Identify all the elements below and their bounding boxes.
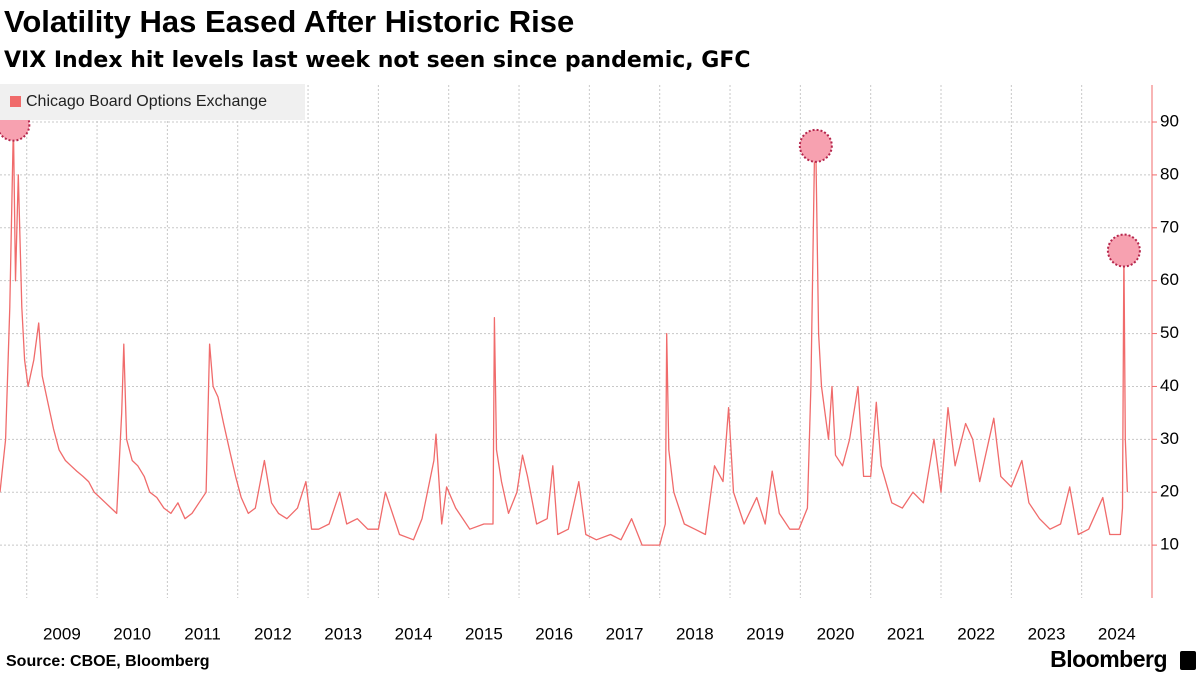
- x-tick-label: 2021: [887, 624, 925, 643]
- legend-box: [0, 84, 305, 120]
- y-tick-label: 90: [1160, 112, 1179, 131]
- x-tick-label: 2010: [113, 624, 151, 643]
- x-tick-label: 2019: [746, 624, 784, 643]
- series-line: [0, 124, 1129, 546]
- logo-icon: [1180, 651, 1196, 670]
- x-tick-label: 2018: [676, 624, 714, 643]
- source: Source: CBOE, Bloomberg: [6, 653, 210, 670]
- y-tick-label: 20: [1160, 482, 1179, 501]
- x-tick-label: 2024: [1098, 624, 1136, 643]
- y-tick-label: 80: [1160, 164, 1179, 183]
- x-tick-label: 2012: [254, 624, 292, 643]
- x-tick-label: 2009: [43, 624, 81, 643]
- y-tick-label: 70: [1160, 217, 1179, 236]
- legend: Chicago Board Options Exchange: [0, 84, 305, 120]
- legend-swatch: [10, 96, 21, 107]
- x-tick-label: 2013: [324, 624, 362, 643]
- y-tick-label: 30: [1160, 429, 1179, 448]
- y-tick-label: 10: [1160, 535, 1179, 554]
- chart-subtitle: VIX Index hit levels last week not seen …: [4, 48, 751, 73]
- x-tick-label: 2023: [1028, 624, 1066, 643]
- x-tick-label: 2015: [465, 624, 503, 643]
- x-tick-label: 2014: [395, 624, 433, 643]
- peak-marker: [1106, 233, 1141, 268]
- x-tick-label: 2011: [184, 624, 221, 643]
- plot-area: 10 20 30 40 50 60 70 80 90 2009 2010 2011 2012 2013 20…: [0, 85, 1179, 643]
- x-tick-label: 2016: [535, 624, 573, 643]
- logo: Bloomberg: [1050, 646, 1167, 672]
- x-tick-label: 2022: [957, 624, 995, 643]
- x-tick-label: 2017: [606, 624, 644, 643]
- x-tick-label: 2020: [817, 624, 855, 643]
- y-tick-label: 50: [1160, 323, 1179, 342]
- y-tick-label: 60: [1160, 270, 1179, 289]
- chart-title: Volatility Has Eased After Historic Rise: [4, 4, 574, 39]
- peak-marker: [798, 128, 833, 163]
- y-tick-label: 40: [1160, 376, 1179, 395]
- legend-label: Chicago Board Options Exchange: [26, 93, 267, 110]
